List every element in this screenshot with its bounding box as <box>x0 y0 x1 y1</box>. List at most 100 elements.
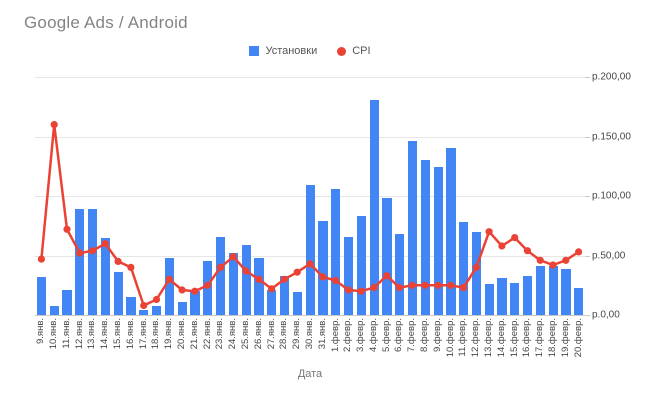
bar-7.февр.[interactable] <box>407 141 418 315</box>
cpi-dot-1.февр.[interactable] <box>332 276 340 285</box>
cpi-dot-19.янв.[interactable] <box>165 275 173 283</box>
bar-5.февр.[interactable] <box>382 198 392 315</box>
bar-10.февр.[interactable] <box>446 148 456 315</box>
x-label-slot: 26.янв. <box>253 318 266 349</box>
bar-17.янв.[interactable] <box>139 310 149 315</box>
bar-12.февр.[interactable] <box>471 231 482 315</box>
legend-item-installs[interactable]: Установки <box>249 45 317 57</box>
cpi-dot-16.февр.[interactable] <box>523 247 531 255</box>
bar-13.февр.[interactable] <box>484 284 494 315</box>
bar-20.янв.[interactable] <box>177 301 187 315</box>
bar-4.февр.[interactable] <box>369 99 379 315</box>
bar-12.янв.[interactable] <box>75 209 85 315</box>
bar-19.февр.[interactable] <box>561 268 571 315</box>
bar-29.янв.[interactable] <box>292 292 302 315</box>
cpi-dot-12.янв.[interactable] <box>76 249 84 257</box>
bar-9.февр.[interactable] <box>433 167 443 315</box>
bar-14.февр.[interactable] <box>497 278 507 315</box>
cpi-dot-11.февр.[interactable] <box>459 284 468 292</box>
cpi-dot-13.янв.[interactable] <box>89 247 97 255</box>
cpi-dot-16.янв.[interactable] <box>127 263 135 271</box>
bar-2.февр.[interactable] <box>343 236 354 315</box>
cpi-dot-17.янв.[interactable] <box>140 301 148 310</box>
cpi-dot-19.февр.[interactable] <box>562 256 570 264</box>
cpi-dot-29.янв.[interactable] <box>293 268 301 276</box>
cpi-dot-4.февр.[interactable] <box>370 284 378 292</box>
bar-6.февр.[interactable] <box>395 234 405 315</box>
cpi-dot-7.февр.[interactable] <box>408 281 416 289</box>
x-label-slot: 6.февр. <box>393 318 406 352</box>
cpi-dot-9.янв.[interactable] <box>37 255 45 263</box>
cpi-dot-10.янв.[interactable] <box>50 121 58 129</box>
bar-9.янв.[interactable] <box>36 276 46 315</box>
cpi-dot-14.февр.[interactable] <box>498 242 506 250</box>
cpi-dot-27.янв.[interactable] <box>268 285 276 293</box>
x-tick-label: 17.янв. <box>137 318 149 350</box>
bar-15.февр.[interactable] <box>510 282 520 315</box>
cpi-dot-25.янв.[interactable] <box>242 267 250 275</box>
bar-27.янв.[interactable] <box>267 290 277 315</box>
cpi-dot-20.февр.[interactable] <box>575 248 583 256</box>
cpi-dot-10.февр.[interactable] <box>447 281 455 289</box>
bar-11.янв.[interactable] <box>62 290 72 315</box>
x-label-slot: 31.янв. <box>317 318 330 349</box>
cpi-dot-6.февр.[interactable] <box>395 284 404 292</box>
bar-11.февр.[interactable] <box>459 222 469 315</box>
bar-10.янв.[interactable] <box>49 305 59 315</box>
cpi-dot-30.янв.[interactable] <box>306 260 314 268</box>
cpi-dot-2.февр.[interactable] <box>344 286 352 294</box>
bar-3.февр.[interactable] <box>356 216 366 315</box>
cpi-dot-24.янв.[interactable] <box>229 253 237 261</box>
x-label-slot: 27.янв. <box>265 318 278 349</box>
cpi-dot-23.янв.[interactable] <box>216 263 225 271</box>
bar-23.янв.[interactable] <box>215 236 226 315</box>
cpi-dot-15.янв.[interactable] <box>114 257 122 265</box>
cpi-dot-15.февр.[interactable] <box>511 234 519 242</box>
cpi-dot-21.янв.[interactable] <box>191 287 199 295</box>
bar-slot <box>99 77 112 315</box>
cpi-dot-3.февр.[interactable] <box>357 287 365 295</box>
x-label-slot: 23.янв. <box>214 318 227 349</box>
bar-25.янв.[interactable] <box>241 244 251 315</box>
cpi-dot-22.янв.[interactable] <box>204 281 212 289</box>
bar-20.февр.[interactable] <box>574 287 584 315</box>
bar-30.янв.[interactable] <box>305 185 315 315</box>
bar-31.янв.[interactable] <box>318 221 328 315</box>
cpi-dot-9.февр.[interactable] <box>434 281 442 289</box>
y-tick-stub <box>585 255 590 257</box>
cpi-swatch-icon <box>337 46 347 56</box>
bar-1.февр.[interactable] <box>331 188 341 315</box>
bar-18.янв.[interactable] <box>151 305 162 315</box>
cpi-dot-13.февр.[interactable] <box>485 228 493 236</box>
cpi-dot-8.февр.[interactable] <box>421 281 429 289</box>
cpi-line <box>40 123 580 307</box>
cpi-dot-20.янв.[interactable] <box>178 286 186 294</box>
bar-19.янв.[interactable] <box>164 257 174 315</box>
bar-28.янв.[interactable] <box>279 275 290 315</box>
cpi-dot-26.янв.[interactable] <box>255 275 263 283</box>
bar-13.янв.[interactable] <box>87 209 98 315</box>
bar-26.янв.[interactable] <box>254 257 264 315</box>
legend-item-cpi[interactable]: CPI <box>337 45 371 57</box>
x-tick-label: 19.янв. <box>163 318 175 350</box>
cpi-dot-31.янв.[interactable] <box>319 273 327 281</box>
cpi-dot-18.янв.[interactable] <box>152 295 161 304</box>
bar-16.янв.[interactable] <box>126 297 136 315</box>
x-tick-label: 18.янв. <box>150 318 162 350</box>
cpi-dot-18.февр.[interactable] <box>549 261 557 269</box>
bar-16.февр.[interactable] <box>523 275 533 315</box>
cpi-dot-28.янв.[interactable] <box>280 275 288 283</box>
cpi-dot-17.февр.[interactable] <box>536 256 544 264</box>
x-label-slot: 9.янв. <box>35 318 48 344</box>
bar-17.февр.[interactable] <box>535 266 546 315</box>
bar-14.янв.[interactable] <box>100 237 110 315</box>
cpi-dot-5.февр.[interactable] <box>383 272 391 280</box>
cpi-dot-14.янв.[interactable] <box>101 240 109 248</box>
cpi-dot-12.февр.[interactable] <box>472 263 480 271</box>
bar-24.янв.[interactable] <box>228 253 238 315</box>
bar-18.февр.[interactable] <box>548 266 558 315</box>
bar-21.янв.[interactable] <box>190 291 200 315</box>
cpi-dot-11.янв.[interactable] <box>63 225 71 233</box>
bar-15.янв.[interactable] <box>113 272 123 315</box>
bar-8.февр.[interactable] <box>420 160 430 315</box>
